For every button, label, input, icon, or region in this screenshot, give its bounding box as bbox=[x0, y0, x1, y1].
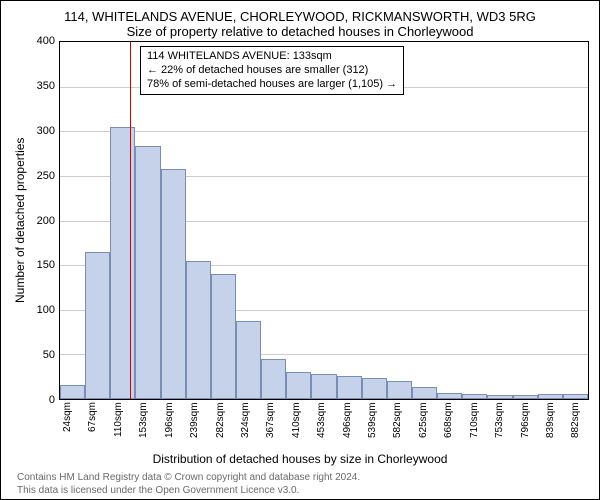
bar bbox=[513, 395, 538, 399]
bars-group bbox=[60, 42, 588, 399]
bar bbox=[387, 381, 412, 399]
chart-zone: Number of detached properties 4003503002… bbox=[11, 41, 589, 400]
bar bbox=[110, 127, 135, 399]
x-tick: 753sqm bbox=[487, 402, 512, 448]
x-tick: 582sqm bbox=[385, 402, 410, 448]
annotation-line2: ← 22% of detached houses are smaller (31… bbox=[147, 64, 397, 78]
bar bbox=[236, 321, 261, 399]
y-axis: 400350300250200150100500 bbox=[29, 41, 59, 400]
bar bbox=[563, 394, 588, 399]
x-tick: 796sqm bbox=[513, 402, 538, 448]
bar-slot bbox=[286, 42, 311, 399]
bar bbox=[362, 378, 387, 399]
x-tick: 367sqm bbox=[258, 402, 283, 448]
bar-slot bbox=[538, 42, 563, 399]
bar-slot bbox=[135, 42, 160, 399]
chart-title-line2: Size of property relative to detached ho… bbox=[11, 24, 589, 39]
bar bbox=[161, 169, 186, 399]
plot-area: 114 WHITELANDS AVENUE: 133sqm ← 22% of d… bbox=[59, 41, 589, 400]
bar bbox=[135, 146, 160, 399]
bar bbox=[337, 376, 362, 399]
chart-container: 114, WHITELANDS AVENUE, CHORLEYWOOD, RIC… bbox=[0, 0, 600, 500]
x-tick: 625sqm bbox=[411, 402, 436, 448]
bar bbox=[286, 372, 311, 399]
bar bbox=[186, 261, 211, 399]
y-axis-label: Number of detached properties bbox=[11, 41, 29, 400]
bar-slot bbox=[161, 42, 186, 399]
y-tick: 300 bbox=[37, 125, 55, 137]
bar-slot bbox=[60, 42, 85, 399]
bar bbox=[261, 359, 286, 399]
bar-slot bbox=[311, 42, 336, 399]
x-axis-row: 24sqm67sqm110sqm153sqm196sqm239sqm282sqm… bbox=[11, 400, 589, 448]
x-tick: 67sqm bbox=[80, 402, 105, 448]
x-tick: 453sqm bbox=[309, 402, 334, 448]
x-tick: 196sqm bbox=[157, 402, 182, 448]
bar bbox=[211, 274, 236, 399]
bar bbox=[85, 252, 110, 399]
y-tick: 250 bbox=[37, 170, 55, 182]
bar bbox=[311, 374, 336, 399]
footer-line2: This data is licensed under the Open Gov… bbox=[17, 485, 589, 498]
x-axis-label: Distribution of detached houses by size … bbox=[11, 448, 589, 472]
x-tick: 882sqm bbox=[563, 402, 588, 448]
bar-slot bbox=[261, 42, 286, 399]
y-tick: 350 bbox=[37, 80, 55, 92]
y-tick: 100 bbox=[37, 304, 55, 316]
bar-slot bbox=[85, 42, 110, 399]
annotation-box: 114 WHITELANDS AVENUE: 133sqm ← 22% of d… bbox=[140, 46, 404, 95]
y-tick: 150 bbox=[37, 259, 55, 271]
x-tick: 839sqm bbox=[538, 402, 563, 448]
x-tick: 710sqm bbox=[462, 402, 487, 448]
bar bbox=[437, 393, 462, 399]
bar-slot bbox=[487, 42, 512, 399]
x-tick: 153sqm bbox=[131, 402, 156, 448]
y-tick: 400 bbox=[37, 35, 55, 47]
x-tick: 110sqm bbox=[106, 402, 131, 448]
bar-slot bbox=[563, 42, 588, 399]
x-axis-pad bbox=[11, 400, 55, 448]
x-axis: 24sqm67sqm110sqm153sqm196sqm239sqm282sqm… bbox=[55, 400, 589, 448]
bar-slot bbox=[362, 42, 387, 399]
x-tick: 324sqm bbox=[233, 402, 258, 448]
bar-slot bbox=[211, 42, 236, 399]
x-tick: 24sqm bbox=[55, 402, 80, 448]
bar bbox=[487, 395, 512, 399]
bar-slot bbox=[110, 42, 135, 399]
y-tick: 200 bbox=[37, 215, 55, 227]
annotation-line1: 114 WHITELANDS AVENUE: 133sqm bbox=[147, 50, 397, 64]
bar bbox=[462, 394, 487, 399]
x-tick: 668sqm bbox=[436, 402, 461, 448]
bar-slot bbox=[437, 42, 462, 399]
x-tick: 539sqm bbox=[360, 402, 385, 448]
x-tick: 410sqm bbox=[284, 402, 309, 448]
footer: Contains HM Land Registry data © Crown c… bbox=[11, 472, 589, 497]
bar-slot bbox=[513, 42, 538, 399]
footer-line1: Contains HM Land Registry data © Crown c… bbox=[17, 472, 589, 485]
bar-slot bbox=[337, 42, 362, 399]
marker-line bbox=[130, 42, 131, 399]
bar-slot bbox=[387, 42, 412, 399]
bar-slot bbox=[462, 42, 487, 399]
annotation-line3: 78% of semi-detached houses are larger (… bbox=[147, 78, 397, 92]
bar-slot bbox=[236, 42, 261, 399]
bar bbox=[60, 385, 85, 399]
y-tick: 50 bbox=[43, 349, 55, 361]
x-tick: 239sqm bbox=[182, 402, 207, 448]
bar bbox=[412, 387, 437, 399]
bar bbox=[538, 394, 563, 399]
x-tick: 496sqm bbox=[335, 402, 360, 448]
bar-slot bbox=[186, 42, 211, 399]
bar-slot bbox=[412, 42, 437, 399]
chart-title-line1: 114, WHITELANDS AVENUE, CHORLEYWOOD, RIC… bbox=[11, 9, 589, 24]
x-tick: 282sqm bbox=[208, 402, 233, 448]
